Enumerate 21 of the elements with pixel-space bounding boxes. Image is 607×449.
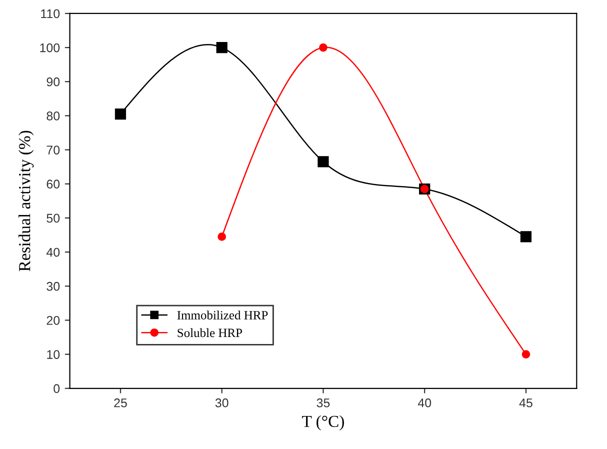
x-tick-label: 25 <box>114 398 127 408</box>
x-axis-title: T (°C) <box>302 415 344 430</box>
y-tick-label: 60 <box>46 180 60 189</box>
y-tick-label: 100 <box>40 43 60 52</box>
x-tick-label: 30 <box>215 398 228 408</box>
legend-label: Soluble HRP <box>178 328 242 338</box>
legend-label: Immobilized HRP <box>177 310 268 320</box>
y-tick-label: 0 <box>54 384 60 394</box>
y-tick-label: 20 <box>46 316 60 325</box>
y-tick-label: 110 <box>41 9 60 18</box>
x-tick-label: 35 <box>316 398 330 408</box>
y-tick-label: 80 <box>46 112 60 120</box>
x-tick-label: 45 <box>519 398 532 408</box>
x-tick-label: 40 <box>418 398 432 408</box>
y-tick-label: 70 <box>46 146 60 154</box>
y-tick-label: 50 <box>46 214 60 223</box>
y-tick-label: 40 <box>46 248 60 257</box>
y-tick-label: 10 <box>47 350 60 359</box>
y-axis-title: Residual activity (%) <box>18 130 34 272</box>
y-tick-label: 30 <box>46 282 60 291</box>
y-tick-label: 90 <box>46 77 60 86</box>
